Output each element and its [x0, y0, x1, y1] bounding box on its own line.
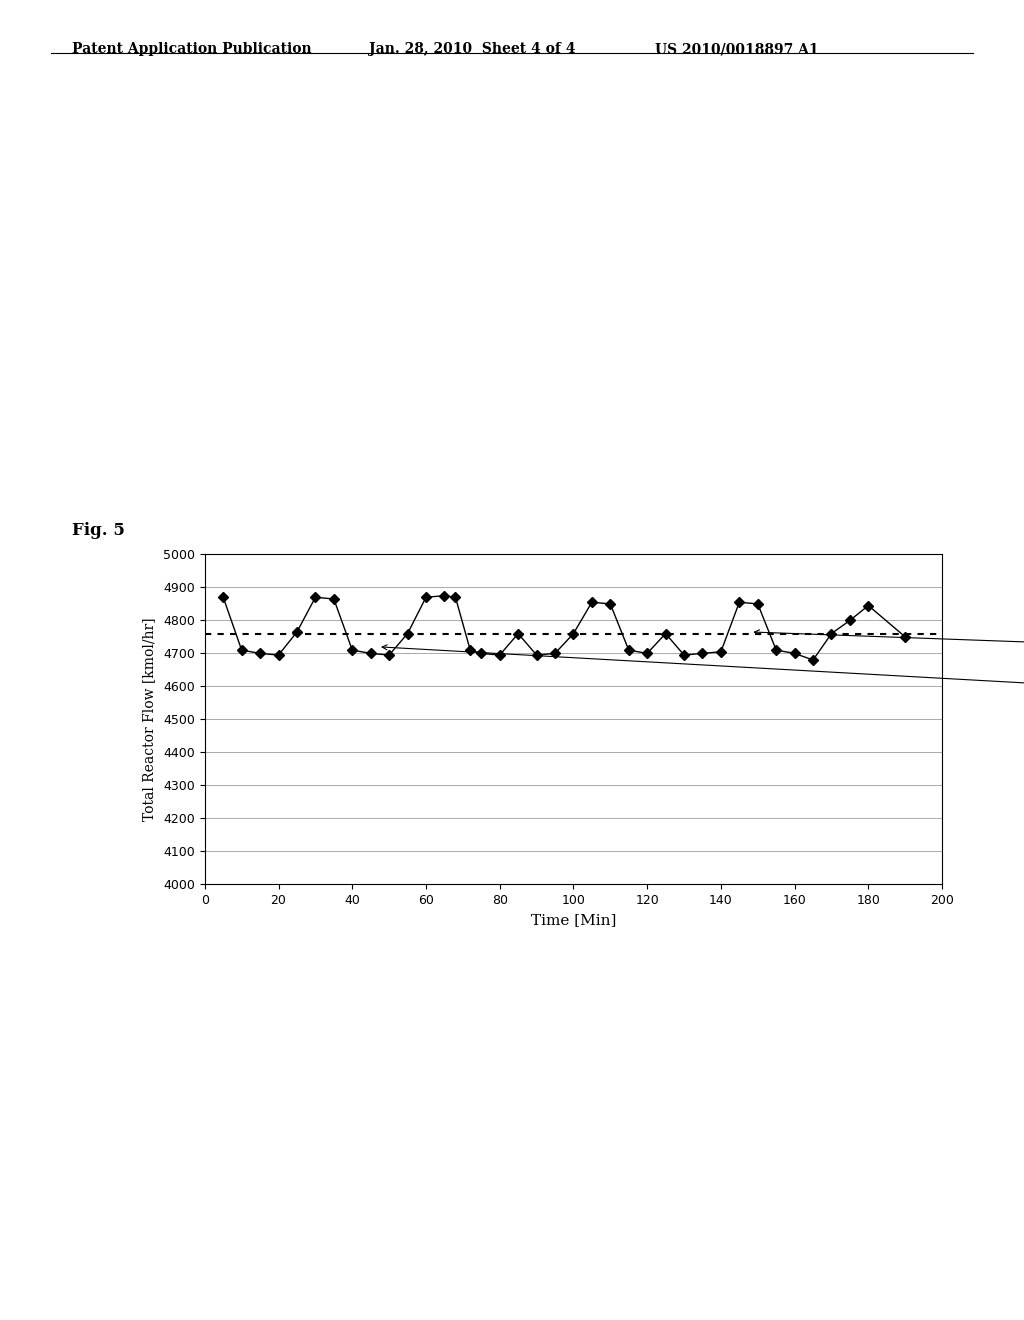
X-axis label: Time [Min]: Time [Min] [530, 912, 616, 927]
Y-axis label: Total Reactor Flow [kmol/hr]: Total Reactor Flow [kmol/hr] [142, 618, 156, 821]
Text: Patent Application Publication: Patent Application Publication [72, 42, 311, 57]
Text: US 2010/0018897 A1: US 2010/0018897 A1 [655, 42, 819, 57]
Text: Jan. 28, 2010  Sheet 4 of 4: Jan. 28, 2010 Sheet 4 of 4 [369, 42, 575, 57]
Text: Fig. 5: Fig. 5 [72, 521, 125, 539]
Text: Average: Average [755, 630, 1024, 702]
Text: fluctuation band: +2.1%/-1.5%: fluctuation band: +2.1%/-1.5% [382, 644, 1024, 702]
